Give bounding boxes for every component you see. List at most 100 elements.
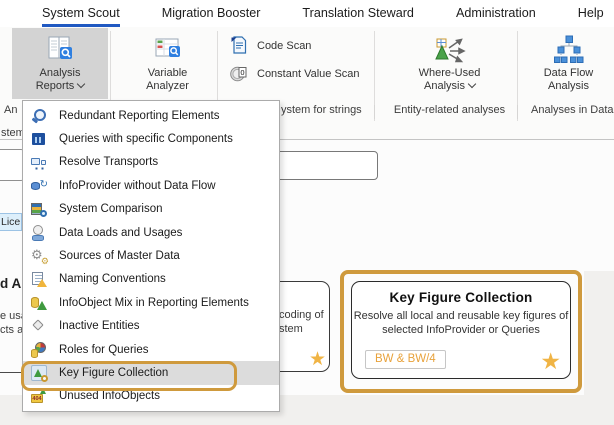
- group-divider: [517, 31, 518, 121]
- where-used-label-2: Analysis: [424, 80, 465, 92]
- menu-item-label: InfoObject Mix in Reporting Elements: [59, 296, 249, 309]
- group-caption-scan-strings: ystem for strings: [281, 104, 362, 116]
- menu-item-roles-for-queries[interactable]: Roles for Queries: [23, 338, 279, 361]
- menu-item-key-figure-collection[interactable]: Key Figure Collection: [23, 361, 279, 385]
- ribbon-tab-bar: System Scout Migration Booster Translati…: [0, 0, 614, 27]
- group-divider: [217, 31, 218, 121]
- feature-card-text-fragment: coding of: [279, 309, 324, 321]
- menu-item-label: Data Loads and Usages: [59, 226, 183, 239]
- gears-icon: [31, 247, 49, 267]
- where-used-label-1: Where-Used: [418, 67, 481, 79]
- query-board-icon: [31, 131, 47, 147]
- variable-analyzer-button[interactable]: Variable Analyzer: [120, 28, 215, 99]
- group-caption-entity-related: Entity-related analyses: [393, 104, 506, 116]
- analysis-reports-button[interactable]: Analysis Reports: [12, 28, 108, 99]
- constant-value-scan-icon: 0: [229, 63, 249, 86]
- chevron-down-icon: [467, 79, 477, 89]
- caption-divider: [374, 105, 375, 119]
- feature-card-text-fragment: stem: [279, 323, 303, 335]
- constant-value-scan-label: Constant Value Scan: [257, 68, 360, 80]
- tab-label: System Scout: [42, 6, 120, 20]
- magnifier-icon: [31, 108, 47, 124]
- where-used-analysis-button[interactable]: Where-Used Analysis: [384, 28, 515, 99]
- menu-item-label: Sources of Master Data: [59, 250, 180, 263]
- menu-item-label: Queries with specific Components: [59, 133, 233, 146]
- card-description-line: Resolve all local and reusable key figur…: [353, 310, 569, 322]
- menu-item-label: Naming Conventions: [59, 273, 166, 286]
- menu-item-redundant-reporting-elements[interactable]: Redundant Reporting Elements: [23, 104, 279, 127]
- truck-icon: [31, 154, 47, 170]
- compare-grid-icon: [31, 201, 47, 218]
- cylinder-arrows-icon: [31, 178, 48, 194]
- tab-label: Help: [577, 6, 604, 20]
- analysis-reports-icon: [45, 31, 75, 67]
- tab-label: Translation Steward: [302, 6, 414, 20]
- svg-text:0: 0: [240, 69, 244, 77]
- menu-item-resolve-transports[interactable]: Resolve Transports: [23, 151, 279, 174]
- caption-divider: [517, 105, 518, 119]
- menu-item-system-comparison[interactable]: System Comparison: [23, 198, 279, 221]
- background-card-text-fragment: e usa: [0, 310, 27, 322]
- key-figure-collection-card[interactable]: Key Figure Collection Resolve all local …: [351, 281, 571, 379]
- background-card-heading-fragment: d A: [0, 276, 22, 291]
- group-caption-analysis: An: [4, 104, 18, 116]
- background-card-text-fragment: cts a: [0, 324, 24, 336]
- doc-warning-icon: [31, 271, 47, 288]
- data-flow-analysis-icon: [553, 31, 585, 67]
- menu-item-label: System Comparison: [59, 203, 163, 216]
- code-scan-label: Code Scan: [257, 40, 312, 52]
- group-divider: [110, 31, 111, 121]
- system-version-badge: BW & BW/4: [365, 350, 446, 369]
- cube-icon: [31, 318, 47, 334]
- tag-404-icon: [31, 388, 47, 404]
- tab-translation-steward[interactable]: Translation Steward: [302, 6, 414, 27]
- data-flow-label-1: Data Flow: [543, 67, 594, 79]
- tab-system-scout[interactable]: System Scout: [42, 6, 120, 27]
- triangle-magnifier-icon: [31, 364, 48, 382]
- analysis-reports-menu: Redundant Reporting Elements Queries wit…: [22, 100, 280, 412]
- data-flow-label-2: Analysis: [548, 80, 589, 92]
- group-divider: [374, 31, 375, 121]
- menu-item-queries-with-specific-components[interactable]: Queries with specific Components: [23, 127, 279, 150]
- favorite-star-icon[interactable]: ★: [540, 348, 561, 374]
- background-tab-license[interactable]: Lice: [0, 213, 22, 231]
- menu-item-sources-of-master-data[interactable]: Sources of Master Data: [23, 244, 279, 267]
- background-card-border-fragment: [0, 372, 22, 373]
- menu-item-infoprovider-without-data-flow[interactable]: InfoProvider without Data Flow: [23, 174, 279, 197]
- favorite-star-icon[interactable]: ★: [308, 349, 326, 370]
- data-flow-analysis-button[interactable]: Data Flow Analysis: [523, 28, 614, 99]
- menu-item-label: Roles for Queries: [59, 343, 149, 356]
- menu-item-data-loads-and-usages[interactable]: Data Loads and Usages: [23, 221, 279, 244]
- variable-analyzer-label-1: Variable: [147, 67, 188, 79]
- cylinder-triangle-icon: [31, 295, 47, 311]
- menu-item-naming-conventions[interactable]: Naming Conventions: [23, 268, 279, 291]
- background-input-left[interactable]: [0, 149, 24, 181]
- tab-administration[interactable]: Administration: [456, 6, 536, 27]
- menu-item-label: InfoProvider without Data Flow: [59, 179, 216, 192]
- menu-item-infoobject-mix-in-reporting-elements[interactable]: InfoObject Mix in Reporting Elements: [23, 291, 279, 314]
- chevron-down-icon: [77, 79, 86, 89]
- tab-label: Migration Booster: [161, 6, 261, 20]
- menu-item-inactive-entities[interactable]: Inactive Entities: [23, 315, 279, 338]
- variable-analyzer-label-2: Analyzer: [146, 80, 189, 92]
- where-used-analysis-icon: [433, 31, 467, 67]
- menu-item-unused-infoobjects[interactable]: Unused InfoObjects: [23, 385, 279, 408]
- background-tab-label: Lice: [1, 216, 21, 228]
- menu-item-label: Resolve Transports: [59, 156, 159, 169]
- tab-label: Administration: [455, 6, 536, 20]
- card-title: Key Figure Collection: [389, 290, 533, 305]
- analysis-reports-label-2: Reports: [35, 80, 75, 92]
- content-right-margin: [584, 271, 614, 395]
- menu-item-label: Key Figure Collection: [59, 366, 169, 379]
- pie-cylinder-icon: [31, 341, 47, 358]
- constant-value-scan-button[interactable]: 0 Constant Value Scan: [229, 62, 360, 86]
- group-caption-analyses-data: Analyses in Data: [531, 104, 614, 116]
- analysis-reports-label-1: Analysis: [39, 67, 81, 79]
- variable-analyzer-icon: [153, 31, 183, 67]
- menu-item-label: Inactive Entities: [59, 320, 140, 333]
- tab-help[interactable]: Help: [578, 6, 604, 27]
- code-scan-button[interactable]: Code Scan: [229, 34, 311, 58]
- tab-migration-booster[interactable]: Migration Booster: [162, 6, 261, 27]
- card-description-line: selected InfoProvider or Queries: [382, 323, 540, 336]
